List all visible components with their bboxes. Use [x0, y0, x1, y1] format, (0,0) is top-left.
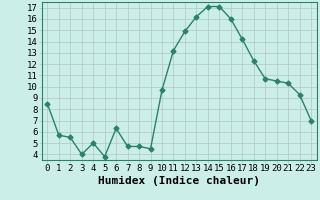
X-axis label: Humidex (Indice chaleur): Humidex (Indice chaleur) — [98, 176, 260, 186]
